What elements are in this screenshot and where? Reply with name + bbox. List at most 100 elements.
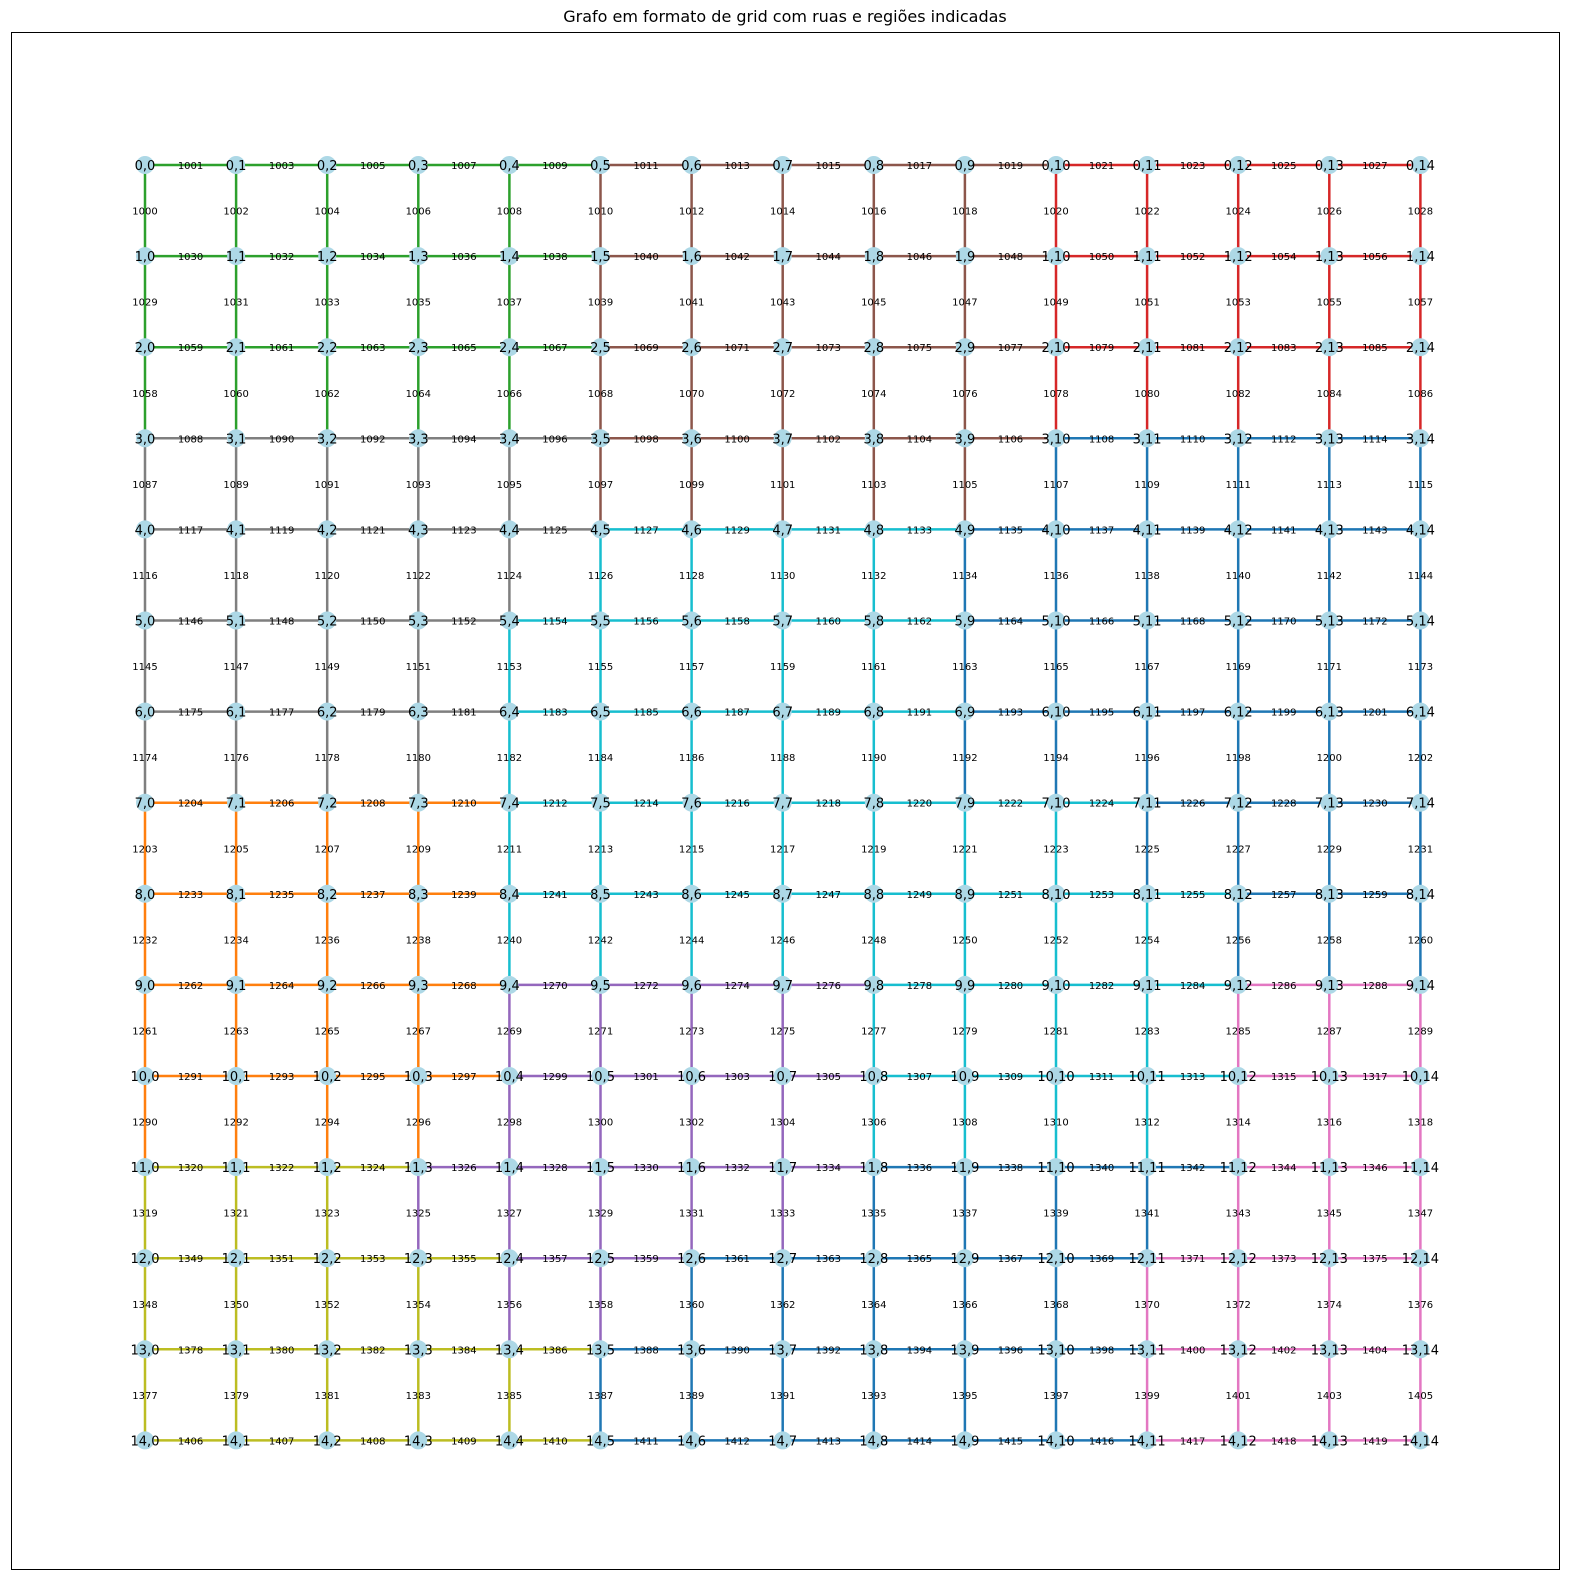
edge-label: 1301 (633, 1072, 658, 1083)
graph-node (318, 247, 337, 266)
edge-label: 1358 (588, 1300, 613, 1311)
node-label: 8,0 (135, 888, 156, 903)
edge-label: 1044 (816, 252, 841, 263)
graph-node (1047, 1158, 1065, 1177)
graph-node (500, 247, 519, 266)
edge-label: 1212 (542, 799, 567, 810)
edge-label: 1031 (223, 298, 248, 309)
edge-label: 1306 (861, 1118, 886, 1129)
node-label: 1,6 (681, 250, 702, 265)
graph-node (682, 1340, 701, 1359)
graph-node (1229, 1067, 1248, 1085)
graph-node (227, 702, 246, 721)
edge-label: 1329 (588, 1209, 613, 1220)
graph-node (500, 611, 519, 630)
edge-label: 1009 (542, 161, 567, 172)
node-label: 2,3 (408, 341, 429, 356)
node-label: 10,1 (222, 1070, 251, 1085)
edge-label: 1281 (1043, 1026, 1068, 1037)
edge-label: 1014 (770, 207, 795, 218)
node-label: 0,4 (499, 159, 520, 174)
edge-label: 1095 (497, 480, 522, 491)
node-label: 10,5 (586, 1070, 615, 1085)
graph-node (136, 247, 154, 266)
graph-node (1320, 1158, 1339, 1177)
graph-node (773, 1067, 792, 1085)
node-label: 12,6 (677, 1252, 706, 1267)
graph-node (1229, 884, 1248, 903)
edge-label: 1072 (770, 389, 795, 400)
edge-label: 1241 (542, 890, 567, 901)
graph-node (409, 611, 428, 630)
node-label: 14,7 (768, 1434, 797, 1449)
graph-node (318, 338, 337, 357)
edge-label: 1128 (679, 571, 704, 582)
node-label: 6,0 (135, 706, 156, 721)
graph-node (227, 611, 246, 630)
edge-label: 1289 (1408, 1026, 1433, 1037)
graph-node (1138, 1340, 1157, 1359)
edge-label: 1071 (724, 343, 749, 354)
graph-node (1138, 338, 1157, 357)
edge-label: 1392 (816, 1345, 841, 1356)
node-label: 1,0 (135, 250, 156, 265)
node-label: 5,7 (772, 615, 793, 630)
graph-node (1229, 429, 1248, 448)
node-label: 14,10 (1037, 1434, 1074, 1449)
node-label: 8,5 (590, 888, 611, 903)
graph-node (591, 793, 610, 812)
edge-label: 1243 (633, 890, 658, 901)
graph-node (500, 793, 519, 812)
graph-node (409, 338, 428, 357)
edge-label: 1284 (1180, 981, 1205, 992)
edge-label: 1268 (451, 981, 476, 992)
edge-label: 1175 (178, 708, 203, 719)
edge-label: 1389 (679, 1391, 704, 1402)
edge-label: 1269 (497, 1026, 522, 1037)
edge-label: 1211 (497, 844, 522, 855)
edge-label: 1115 (1408, 480, 1433, 491)
graph-node (500, 156, 519, 174)
edge-label: 1130 (770, 571, 795, 582)
node-label: 3,10 (1042, 432, 1071, 447)
node-label: 7,14 (1406, 797, 1435, 812)
edge-label: 1246 (770, 935, 795, 946)
edge-label: 1344 (1271, 1163, 1296, 1174)
graph-node (318, 1067, 337, 1085)
edge-label: 1309 (998, 1072, 1023, 1083)
graph-node (136, 1067, 154, 1085)
node-label: 6,12 (1224, 706, 1253, 721)
edge-label: 1205 (223, 844, 248, 855)
edge-label: 1255 (1180, 890, 1205, 901)
edge-label: 1057 (1408, 298, 1433, 309)
edge-label: 1144 (1408, 571, 1433, 582)
edge-label: 1316 (1317, 1118, 1342, 1129)
edge-label: 1324 (360, 1163, 385, 1174)
graph-node (318, 156, 337, 174)
node-label: 1,13 (1315, 250, 1344, 265)
edge-label: 1019 (998, 161, 1023, 172)
node-label: 6,14 (1406, 706, 1435, 721)
graph-node (1138, 884, 1157, 903)
edge-label: 1103 (861, 480, 886, 491)
edge-label: 1183 (542, 708, 567, 719)
edge-label: 1101 (770, 480, 795, 491)
edge-label: 1339 (1043, 1209, 1068, 1220)
node-label: 1,9 (955, 250, 976, 265)
edge-label: 1124 (497, 571, 522, 582)
graph-node (500, 1340, 519, 1359)
graph-node (136, 884, 154, 903)
edge-label: 1224 (1089, 799, 1114, 810)
edge-label: 1070 (679, 389, 704, 400)
edge-label: 1056 (1362, 252, 1387, 263)
node-label: 8,8 (863, 888, 884, 903)
edge-label: 1125 (542, 525, 567, 536)
graph-node (1229, 156, 1248, 174)
edge-label: 1096 (542, 434, 567, 445)
node-label: 3,5 (590, 432, 611, 447)
graph-node (318, 1158, 337, 1177)
edge-label: 1409 (451, 1436, 476, 1447)
edge-label: 1381 (314, 1391, 339, 1402)
node-label: 14,13 (1311, 1434, 1348, 1449)
edge-label: 1335 (861, 1209, 886, 1220)
